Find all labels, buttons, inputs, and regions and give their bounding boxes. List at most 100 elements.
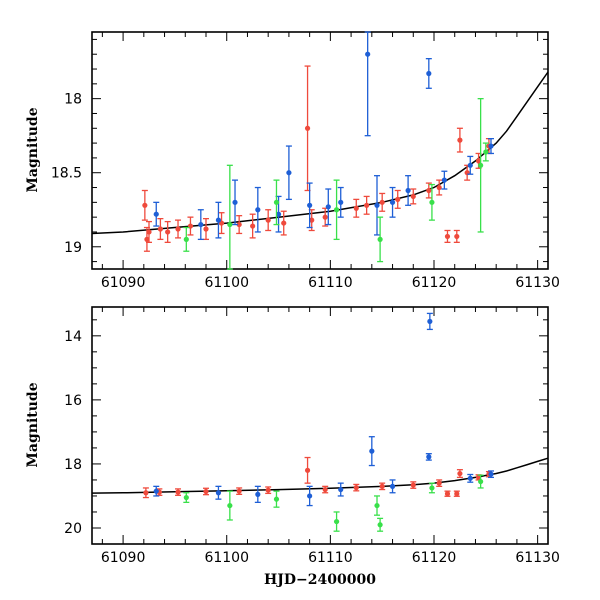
bottom-blue-data-point [488,470,494,479]
top-blue-data-point [325,188,332,226]
point-marker [275,211,282,217]
top-red-data-point [187,216,194,236]
bottom-red-data-point [175,488,182,496]
top-red-data-point [164,220,171,243]
bottom-red-data-point [436,479,443,488]
top-red-data-point [436,179,443,196]
x-tick-label: 61090 [101,275,146,291]
top-red-data-point [141,189,148,221]
point-marker [142,202,148,208]
top-red-data-point [280,210,287,236]
top-red-data-point [363,195,370,215]
bottom-red-data-point [379,482,386,491]
point-marker [353,485,359,491]
point-marker [457,137,463,143]
point-marker [304,467,311,473]
point-marker [183,236,189,242]
bottom-blue-data-point [215,485,222,500]
point-marker [322,214,328,220]
point-marker [338,486,344,493]
top-green-data-point [428,183,435,221]
y-tick-label: 14 [64,329,82,345]
point-marker [273,496,280,502]
point-marker [175,226,181,232]
x-tick-label: 61090 [101,550,146,566]
point-marker [467,162,473,168]
point-marker [454,491,460,497]
point-marker [153,488,159,494]
bottom-y-axis-label: Magnitude [25,382,41,467]
bottom-green-data-point [273,490,280,508]
top-blue-data-point [285,145,292,201]
bottom-green-data-point [374,495,380,516]
x-tick-label: 61130 [515,550,560,566]
point-marker [215,217,222,223]
top-plot-frame [91,31,549,270]
top-data-points-layer [141,31,494,270]
top-blue-data-point [215,201,222,239]
point-marker [146,229,152,235]
bottom-blue-data-point [426,312,433,331]
point-marker [307,493,313,499]
bottom-green-data-point [377,517,384,532]
point-marker [379,199,385,205]
point-marker [436,480,442,486]
bottom-red-data-point [236,487,243,496]
bottom-red-data-point [203,487,209,496]
point-marker [377,236,383,242]
point-marker [286,170,292,176]
top-red-data-point [175,219,182,239]
point-marker [426,70,432,77]
point-marker [444,233,451,240]
bottom-data-points-layer [142,312,494,532]
point-marker [389,483,396,489]
bottom-ticks-layer: 61090 61100 61110 61120 61130 14 16 18 20 [64,307,560,566]
point-marker [338,199,344,205]
top-green-data-point [183,226,190,252]
top-red-data-point [218,212,225,235]
point-marker [203,226,209,232]
top-ticks-layer: 61090 61100 61110 61120 61130 18 18.5 19 [51,32,560,291]
top-red-data-point [456,127,463,153]
point-marker [144,236,150,242]
x-tick-label: 61120 [412,275,457,291]
point-marker [255,491,261,497]
point-marker [457,470,463,477]
point-marker [353,205,359,211]
point-marker [273,199,280,205]
point-marker [153,211,159,217]
top-green-data-point [377,216,384,263]
top-green-data-point [226,164,233,270]
point-marker [478,162,484,168]
point-marker [198,221,204,228]
point-marker [143,490,149,496]
x-tick-label: 61100 [204,275,249,291]
point-marker [265,487,271,493]
point-marker [369,448,375,454]
point-marker [333,207,340,213]
point-marker [250,223,256,229]
top-red-data-point [265,209,272,232]
top-model-curve [91,71,549,235]
point-marker [475,474,482,480]
bottom-green-data-point [226,490,233,521]
bottom-blue-data-point [368,436,375,467]
point-marker [304,125,311,131]
top-red-data-point [410,188,417,205]
point-marker [333,518,340,525]
bottom-red-data-point [444,490,451,497]
bottom-blue-data-point [254,485,261,504]
point-marker [405,187,411,194]
bottom-red-data-point [453,490,460,497]
point-marker [236,221,242,228]
bottom-blue-data-point [425,453,432,461]
point-marker [444,491,451,497]
point-marker [227,502,233,509]
x-tick-label: 61120 [412,550,457,566]
point-marker [165,229,171,235]
top-green-data-point [333,179,340,241]
top-blue-data-point [488,137,494,155]
bottom-blue-data-point [389,479,396,494]
top-red-data-point [444,229,451,243]
point-marker [410,482,416,488]
